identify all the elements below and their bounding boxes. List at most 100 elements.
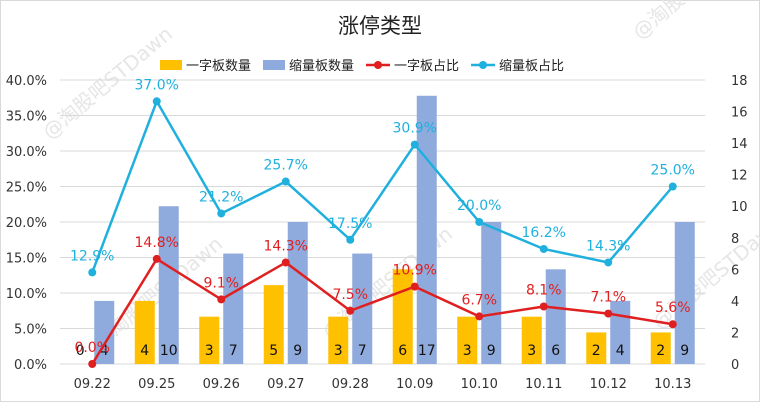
bar-value-label: 6 — [551, 343, 560, 359]
right-tick-label: 4 — [731, 295, 739, 310]
line-value-label: 16.2% — [522, 225, 566, 241]
line-value-label: 6.7% — [461, 292, 497, 308]
left-tick-label: 30.0% — [6, 145, 47, 160]
line-point — [281, 258, 290, 267]
line-value-label: 7.1% — [590, 290, 626, 306]
legend-swatch — [479, 61, 487, 69]
bar-value-label: 0 — [76, 343, 85, 359]
axes: 0.0%5.0%10.0%15.0%20.0%25.0%30.0%35.0%40… — [6, 74, 748, 392]
bar-suoliang — [352, 253, 373, 364]
line-value-label: 17.5% — [328, 216, 372, 232]
gridlines — [60, 79, 705, 365]
bar-value-label: 3 — [463, 343, 472, 359]
x-tick-label: 10.10 — [461, 377, 498, 392]
line-value-label: 25.7% — [264, 158, 308, 174]
x-tick-label: 09.22 — [74, 377, 111, 392]
x-tick-label: 09.28 — [332, 377, 369, 392]
line-value-label: 21.2% — [199, 189, 243, 205]
line-point — [152, 254, 161, 263]
bar-value-label: 9 — [293, 343, 302, 359]
right-tick-label: 2 — [731, 326, 739, 341]
bar-yizi — [586, 332, 607, 364]
right-tick-label: 16 — [731, 106, 748, 121]
line-value-label: 12.9% — [70, 248, 114, 264]
line-point — [217, 209, 226, 218]
bar-value-label: 3 — [205, 343, 214, 359]
line-point — [217, 295, 226, 304]
line-point — [346, 235, 355, 244]
legend: 一字板数量 缩量板数量 一字板占比 缩量板占比 — [160, 58, 564, 74]
left-tick-label: 20.0% — [6, 216, 47, 231]
line-point — [281, 177, 290, 186]
x-tick-label: 10.09 — [396, 377, 433, 392]
bar-suoliang — [287, 222, 308, 364]
line-yizi-ratio — [91, 257, 673, 365]
x-tick-label: 09.26 — [203, 377, 240, 392]
line-value-label: 0.0% — [74, 340, 110, 356]
bar-value-label: 17 — [418, 343, 436, 359]
line-value-label: 30.9% — [393, 121, 437, 137]
legend-label: 一字板占比 — [394, 59, 459, 74]
bar-suoliang — [223, 253, 244, 364]
line-point — [475, 218, 484, 226]
right-tick-label: 14 — [731, 137, 748, 152]
line-point — [668, 182, 677, 191]
line-point — [475, 312, 484, 321]
bar-suoliang — [545, 269, 566, 364]
bar-value-label: 6 — [398, 343, 407, 359]
line-value-label: 14.8% — [135, 235, 179, 251]
bar-value-label: 4 — [616, 343, 625, 359]
line-suoliang-ratio — [91, 98, 674, 273]
legend-swatch — [374, 61, 382, 69]
line-value-label: 14.3% — [264, 238, 308, 254]
bar-value-label: 3 — [334, 343, 343, 359]
line-value-label: 37.0% — [135, 77, 179, 93]
bar-suoliang — [481, 222, 502, 364]
bar-suoliang — [158, 206, 179, 364]
bar-suoliang — [94, 300, 115, 364]
line-value-label: 9.1% — [203, 275, 239, 291]
bars: 0 4 4 10 3 7 5 9 3 7 6 17 3 9 3 6 2 4 2 9 — [76, 95, 695, 365]
x-tick-label: 09.27 — [267, 377, 304, 392]
left-tick-label: 0.0% — [14, 358, 47, 373]
right-tick-label: 8 — [731, 232, 739, 247]
bar-yizi — [650, 332, 671, 364]
line-point — [152, 97, 161, 106]
line-point — [410, 140, 419, 149]
bar-suoliang — [416, 95, 437, 365]
line-point — [604, 258, 613, 267]
bar-yizi — [263, 285, 284, 364]
right-tick-label: 0 — [731, 358, 739, 373]
left-tick-label: 25.0% — [6, 181, 47, 196]
bar-value-label: 4 — [140, 343, 149, 359]
left-tick-label: 10.0% — [6, 287, 47, 302]
line-value-label: 7.5% — [332, 287, 368, 303]
bar-yizi — [457, 316, 478, 364]
line-value-label: 5.6% — [655, 300, 691, 316]
bar-value-label: 3 — [527, 343, 536, 359]
line-point — [346, 306, 355, 315]
bar-value-label: 5 — [269, 343, 278, 359]
bar-yizi — [134, 300, 155, 364]
bar-yizi — [199, 316, 220, 364]
watermark-text: @淘股吧STDawn — [628, 0, 760, 44]
right-tick-label: 18 — [731, 74, 748, 89]
right-tick-label: 6 — [731, 263, 739, 278]
bar-value-label: 7 — [229, 343, 238, 359]
left-tick-label: 35.0% — [6, 110, 47, 125]
bar-value-label: 9 — [680, 343, 689, 359]
bar-value-label: 10 — [160, 343, 178, 359]
bar-suoliang — [674, 222, 695, 364]
bar-value-label: 2 — [656, 343, 665, 359]
line-point — [410, 282, 419, 291]
line-value-label: 10.9% — [393, 263, 437, 279]
x-tick-label: 10.13 — [654, 377, 691, 392]
left-tick-label: 5.0% — [14, 323, 47, 338]
left-tick-label: 15.0% — [6, 252, 47, 267]
line-point — [88, 268, 97, 277]
legend-swatch — [160, 60, 182, 70]
bar-yizi — [521, 316, 542, 364]
line-value-label: 20.0% — [457, 198, 501, 214]
bar-value-label: 9 — [487, 343, 496, 359]
x-tick-label: 10.12 — [590, 377, 627, 392]
